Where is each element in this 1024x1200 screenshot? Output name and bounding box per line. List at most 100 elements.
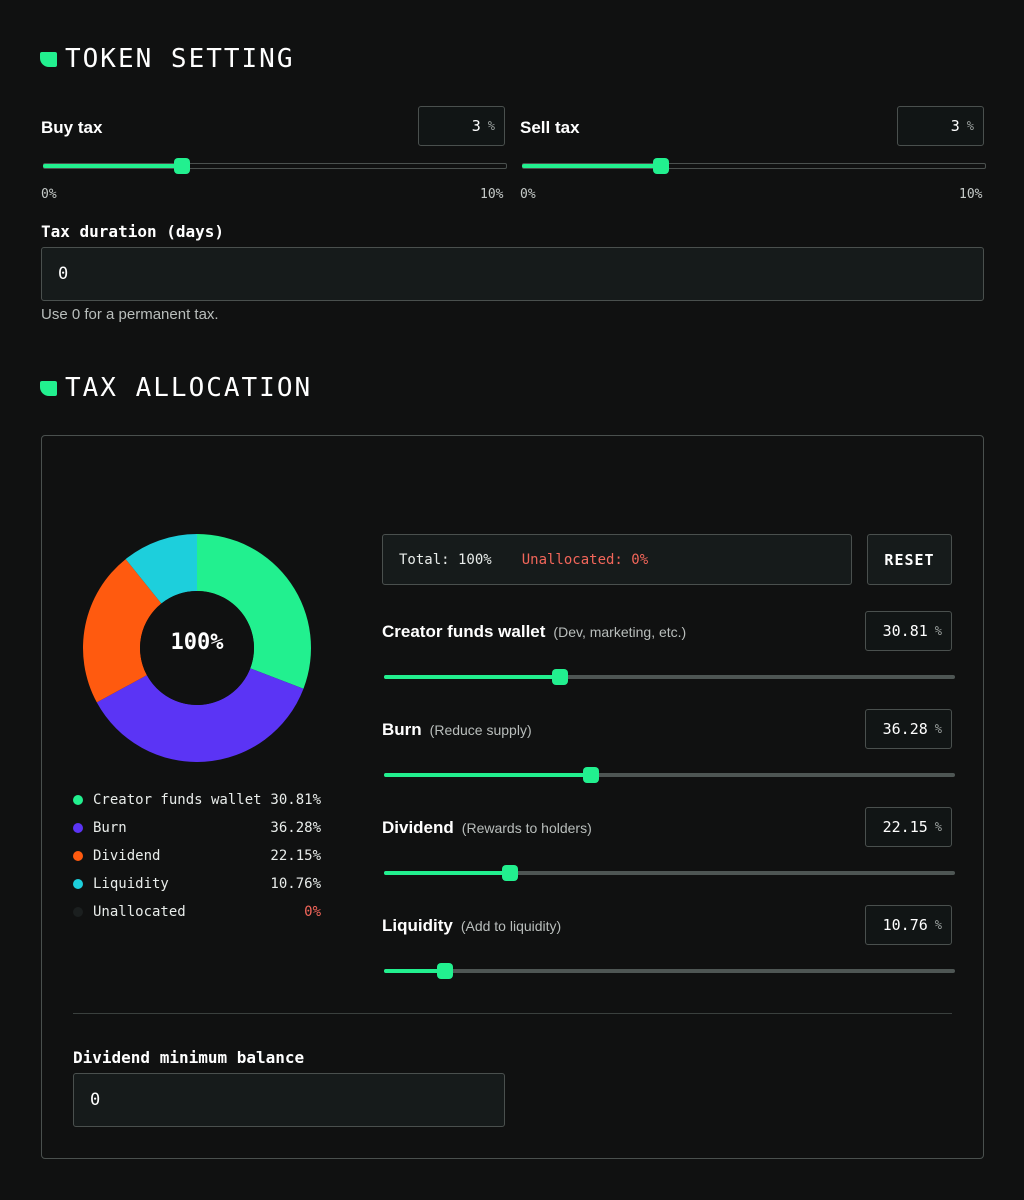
liquidity-slider[interactable]	[384, 963, 955, 979]
divider	[73, 1013, 952, 1014]
dividend-percent-unit: %	[934, 820, 942, 834]
liquidity-name: Liquidity	[382, 916, 453, 935]
burn-percent-unit: %	[934, 722, 942, 736]
burn-slider[interactable]	[384, 767, 955, 783]
flag-icon	[40, 51, 57, 67]
liquidity-slider-thumb[interactable]	[437, 963, 454, 979]
unallocated-text: Unallocated: 0%	[521, 551, 649, 568]
liquidity-percent-input[interactable]: 10.76%	[865, 905, 952, 945]
reset-button[interactable]: RESET	[867, 534, 952, 585]
legend-value: 22.15%	[270, 848, 321, 864]
burn-description: (Reduce supply)	[429, 722, 532, 738]
liquidity-slider-track	[384, 969, 955, 973]
burn-name: Burn	[382, 720, 422, 739]
dividend-name: Dividend	[382, 818, 454, 837]
creator-funds-wallet-label: Creator funds wallet (Dev, marketing, etc…	[382, 622, 686, 642]
dividend-description: (Rewards to holders)	[461, 820, 592, 836]
legend-value: 30.81%	[270, 792, 321, 808]
buy-tax-input[interactable]: 3 %	[418, 106, 505, 146]
buy-tax-slider-thumb[interactable]	[174, 158, 191, 174]
dividend-slider[interactable]	[384, 865, 955, 881]
legend-item-creator-funds-wallet: Creator funds wallet 30.81%	[73, 790, 321, 810]
token-setting-title-text: TOKEN SETTING	[65, 44, 295, 74]
donut-slice-dividend	[83, 559, 162, 703]
creator-funds-wallet-slider-thumb[interactable]	[551, 669, 568, 685]
creator-funds-wallet-description: (Dev, marketing, etc.)	[553, 624, 687, 640]
legend-value: 36.28%	[270, 820, 321, 836]
liquidity-label: Liquidity (Add to liquidity)	[382, 916, 561, 936]
liquidity-description: (Add to liquidity)	[460, 918, 562, 934]
liquidity-percent-unit: %	[934, 918, 942, 932]
legend-name: Creator funds wallet	[93, 792, 262, 808]
buy-tax-value: 3	[471, 117, 481, 135]
donut-slice-creator-funds-wallet	[197, 534, 311, 689]
tax-allocation-panel	[41, 435, 984, 1159]
allocation-summary: Total: 100% Unallocated: 0%	[382, 534, 852, 585]
legend-name: Dividend	[93, 848, 161, 864]
burn-slider-fill	[384, 773, 592, 777]
allocation-donut-chart	[83, 534, 311, 762]
legend-item-liquidity: Liquidity 10.76%	[73, 874, 321, 894]
burn-slider-track	[384, 773, 955, 777]
donut-svg	[83, 534, 311, 762]
tax-duration-label: Tax duration (days)	[41, 222, 225, 241]
buy-tax-label: Buy tax	[41, 118, 103, 137]
donut-center-label: 100%	[170, 630, 224, 655]
legend-name: Unallocated	[93, 904, 186, 920]
dividend-min-balance-label: Dividend minimum balance	[73, 1048, 305, 1067]
sell-tax-label: Sell tax	[520, 118, 580, 137]
legend-item-unallocated: Unallocated 0%	[73, 902, 321, 922]
sell-tax-slider-thumb[interactable]	[653, 158, 670, 174]
creator-funds-wallet-slider[interactable]	[384, 669, 955, 685]
legend-value: 10.76%	[270, 876, 321, 892]
dividend-slider-fill	[384, 871, 511, 875]
total-text: Total: 100%	[399, 551, 492, 568]
token-setting-title: TOKEN SETTING	[40, 44, 295, 74]
sell-tax-max-label: 10%	[959, 187, 983, 202]
legend-name: Liquidity	[93, 876, 169, 892]
burn-percent-value: 36.28	[882, 720, 928, 738]
flag-icon	[40, 380, 57, 396]
legend-name: Burn	[93, 820, 127, 836]
dividend-percent-value: 22.15	[882, 818, 928, 836]
dividend-slider-track	[384, 871, 955, 875]
buy-tax-slider[interactable]	[43, 158, 507, 174]
creator-funds-wallet-percent-input[interactable]: 30.81%	[865, 611, 952, 651]
sell-tax-value: 3	[950, 117, 960, 135]
sell-tax-slider[interactable]	[522, 158, 986, 174]
legend-dot	[73, 907, 83, 917]
liquidity-slider-fill	[384, 969, 446, 973]
creator-funds-wallet-slider-track	[384, 675, 955, 679]
legend-dot	[73, 795, 83, 805]
donut-slice-burn	[96, 668, 304, 762]
dividend-percent-input[interactable]: 22.15%	[865, 807, 952, 847]
dividend-slider-thumb[interactable]	[502, 865, 519, 881]
sell-tax-min-label: 0%	[520, 187, 536, 202]
buy-tax-slider-fill	[43, 164, 183, 168]
tax-duration-input[interactable]: 0	[41, 247, 984, 301]
buy-tax-min-label: 0%	[41, 187, 57, 202]
liquidity-percent-value: 10.76	[882, 916, 928, 934]
burn-percent-input[interactable]: 36.28%	[865, 709, 952, 749]
burn-label: Burn (Reduce supply)	[382, 720, 532, 740]
donut-slice-liquidity	[125, 534, 197, 604]
burn-slider-thumb[interactable]	[583, 767, 600, 783]
legend-value: 0%	[304, 904, 321, 920]
sell-tax-unit: %	[966, 119, 974, 133]
legend-dot	[73, 879, 83, 889]
creator-funds-wallet-percent-unit: %	[934, 624, 942, 638]
creator-funds-wallet-name: Creator funds wallet	[382, 622, 546, 641]
tax-allocation-title-text: TAX ALLOCATION	[65, 373, 313, 403]
legend-dot	[73, 823, 83, 833]
sell-tax-input[interactable]: 3 %	[897, 106, 984, 146]
buy-tax-max-label: 10%	[480, 187, 504, 202]
tax-allocation-title: TAX ALLOCATION	[40, 373, 312, 403]
buy-tax-unit: %	[487, 119, 495, 133]
legend-item-dividend: Dividend 22.15%	[73, 846, 321, 866]
creator-funds-wallet-percent-value: 30.81	[882, 622, 928, 640]
dividend-min-balance-input[interactable]: 0	[73, 1073, 505, 1127]
tax-duration-hint: Use 0 for a permanent tax.	[41, 306, 219, 323]
creator-funds-wallet-slider-fill	[384, 675, 560, 679]
donut-hole	[140, 591, 254, 705]
legend-dot	[73, 851, 83, 861]
